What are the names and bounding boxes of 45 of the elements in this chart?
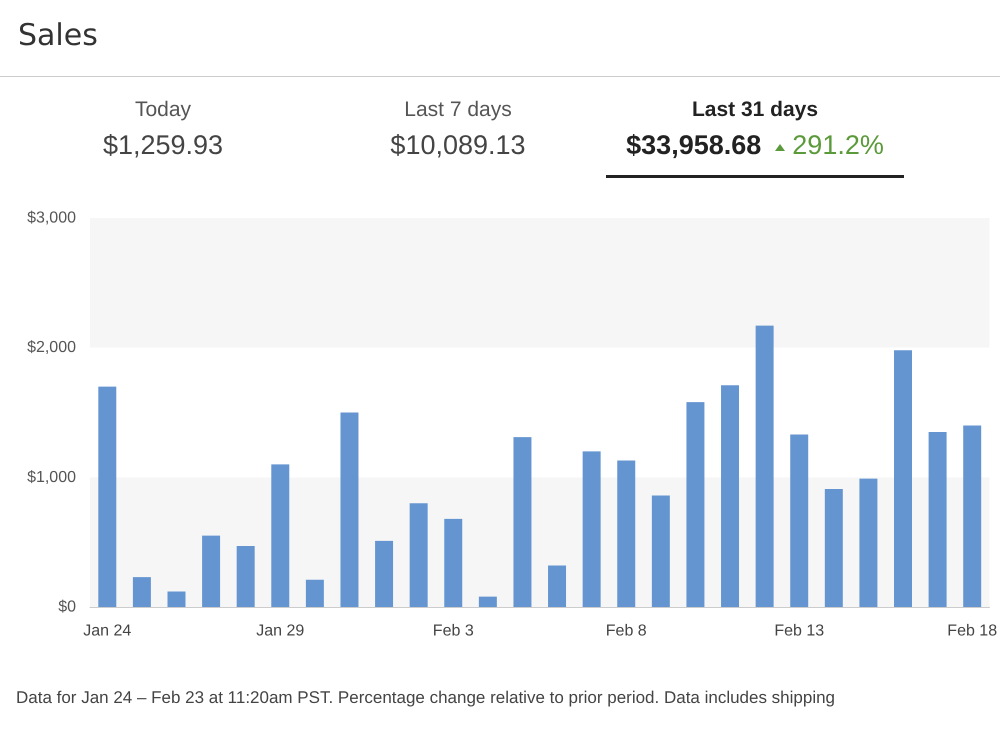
bar [824, 489, 843, 607]
bar [513, 437, 532, 607]
bar [410, 503, 428, 607]
bar [928, 432, 947, 607]
text: Last 31 days [690, 98, 820, 122]
bar [444, 518, 462, 607]
x-tick-label: Feb 8 [606, 622, 647, 640]
bar [236, 546, 255, 607]
y-tick-label: $1,000 [27, 468, 76, 486]
x-tick-label: Feb 18 [947, 622, 998, 640]
bar [98, 386, 116, 607]
bar [894, 350, 912, 607]
bar [859, 478, 878, 607]
text: 291.2% [792, 130, 884, 160]
bar [167, 591, 186, 607]
text: Today [134, 98, 192, 122]
bar [790, 434, 808, 607]
text: $10,089.13 [390, 130, 526, 160]
bar [202, 536, 220, 607]
bar [617, 460, 636, 607]
bar [686, 402, 704, 607]
bar [582, 451, 601, 607]
bar [963, 425, 982, 607]
bar [132, 577, 151, 607]
text: $1,259.93 [102, 130, 224, 160]
y-tick-label: $0 [58, 598, 76, 616]
bar [340, 412, 358, 607]
bar [721, 385, 740, 607]
text: $33,958.68 [626, 130, 762, 160]
bar [756, 326, 774, 607]
x-tick-label: Jan 29 [256, 622, 304, 640]
y-tick-label: $3,000 [27, 210, 76, 226]
bar [271, 464, 290, 607]
text: Data for Jan 24 – Feb 23 at 11:20am PST. Percentage change relative to prior period. Data includes shipping [16, 688, 836, 708]
text: Last 7 days [403, 98, 513, 122]
x-tick-label: Jan 24 [83, 622, 132, 640]
x-tick-label: Feb 13 [774, 622, 824, 640]
chart-title: Sales [18, 18, 98, 53]
bar [652, 495, 670, 607]
bar [306, 580, 324, 607]
bar [375, 540, 394, 607]
y-tick-label: $2,000 [27, 339, 76, 356]
bar [478, 596, 497, 607]
bar [548, 566, 566, 607]
x-tick-label: Feb 3 [432, 622, 474, 640]
